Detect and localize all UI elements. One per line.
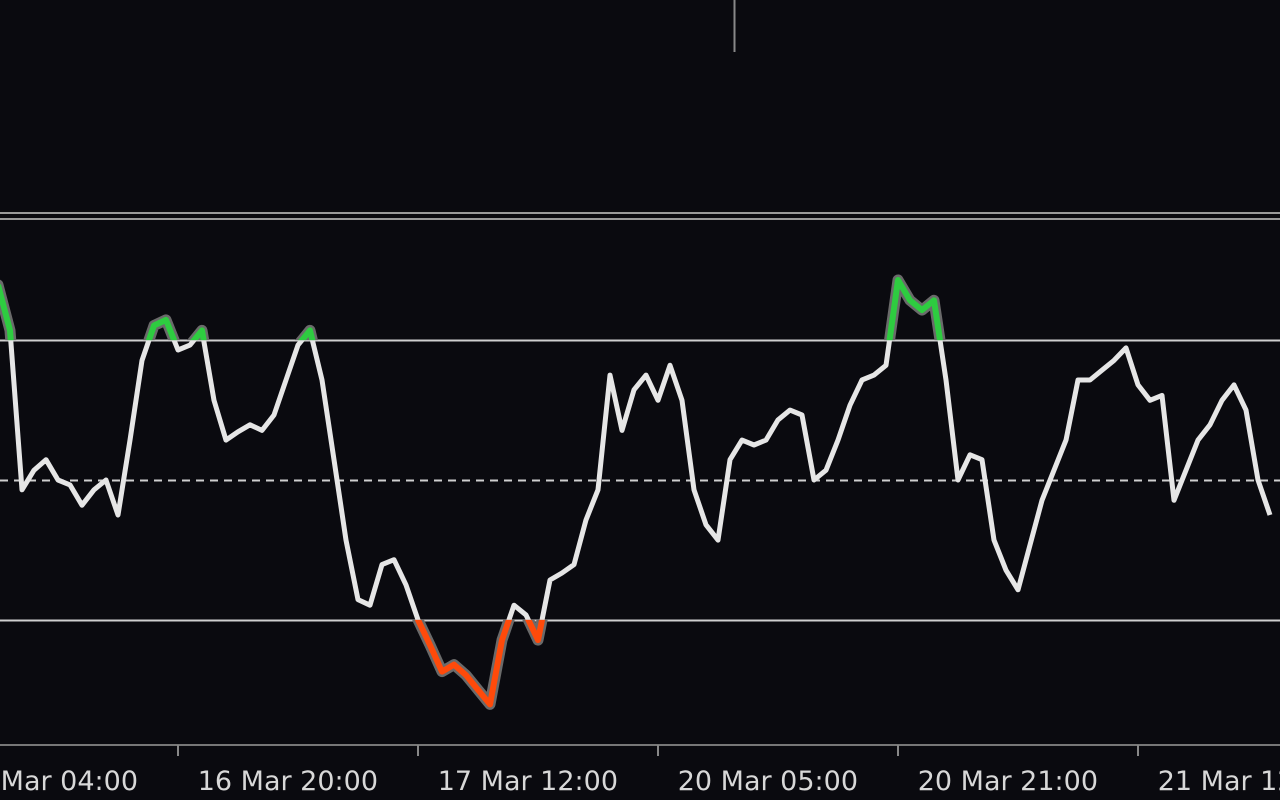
indicator-line <box>0 277 1273 707</box>
x-tick-label: 16 Mar 04:00 <box>0 766 138 797</box>
x-tick-label: 16 Mar 20:00 <box>198 766 378 797</box>
x-tick-label: 21 Mar 12:00 <box>1158 766 1280 797</box>
x-tick-label: 20 Mar 21:00 <box>918 766 1098 797</box>
x-tick-label: 20 Mar 05:00 <box>678 766 858 797</box>
x-tick-label: 17 Mar 12:00 <box>438 766 618 797</box>
